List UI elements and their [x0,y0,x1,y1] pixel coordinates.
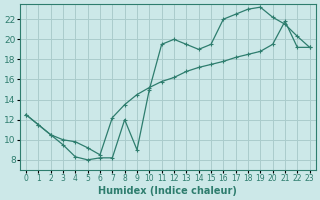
X-axis label: Humidex (Indice chaleur): Humidex (Indice chaleur) [98,186,237,196]
